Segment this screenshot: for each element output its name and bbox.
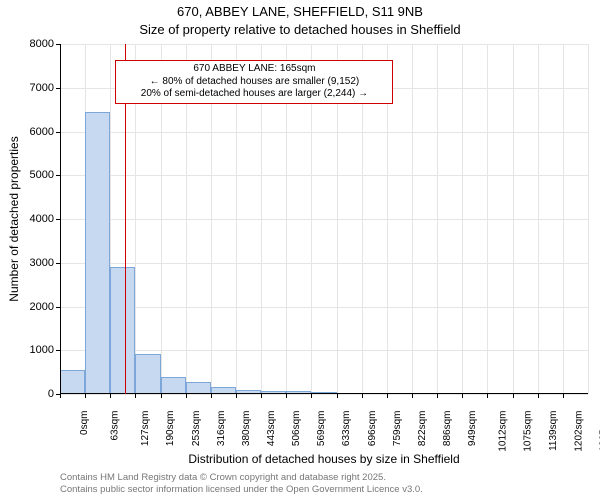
chart-plot-area: 670 ABBEY LANE: 165sqm← 80% of detached … [60,44,588,394]
x-tick-mark [161,394,162,398]
grid-line-vertical [487,44,488,394]
annotation-line-1: 670 ABBEY LANE: 165sqm [120,63,388,76]
histogram-bar [135,354,160,394]
y-axis-label: Number of detached properties [7,136,21,301]
x-tick-label: 1202sqm [573,411,584,452]
x-tick-label: 316sqm [216,411,227,447]
x-tick-mark [387,394,388,398]
grid-line-horizontal [60,44,588,45]
x-tick-mark [538,394,539,398]
chart-title-line1: 670, ABBEY LANE, SHEFFIELD, S11 9NB [0,4,600,19]
x-tick-mark [135,394,136,398]
x-tick-mark [437,394,438,398]
y-tick-label: 6000 [30,126,54,138]
x-tick-mark [60,394,61,398]
x-tick-mark [563,394,564,398]
x-tick-label: 949sqm [467,411,478,447]
x-tick-label: 696sqm [367,411,378,447]
grid-line-vertical [462,44,463,394]
x-tick-label: 443sqm [266,411,277,447]
x-tick-mark [236,394,237,398]
grid-line-horizontal [60,132,588,133]
grid-line-horizontal [60,350,588,351]
histogram-bar [161,377,186,394]
grid-line-horizontal [60,307,588,308]
footer-line-2: Contains public sector information licen… [60,484,423,495]
y-tick-label: 3000 [30,257,54,269]
grid-line-horizontal [60,394,588,395]
x-tick-label: 759sqm [392,411,403,447]
y-tick-label: 8000 [30,38,54,50]
grid-line-vertical [513,44,514,394]
x-tick-label: 1139sqm [547,411,558,451]
x-tick-label: 506sqm [291,411,302,447]
x-tick-label: 190sqm [166,411,177,447]
x-tick-label: 253sqm [191,411,202,447]
annotation-line-2: ← 80% of detached houses are smaller (9,… [120,76,388,89]
grid-line-vertical [588,44,589,394]
x-tick-mark [261,394,262,398]
grid-line-vertical [563,44,564,394]
x-tick-mark [487,394,488,398]
grid-line-vertical [538,44,539,394]
grid-line-vertical [412,44,413,394]
x-tick-label: 886sqm [442,411,453,447]
x-tick-mark [362,394,363,398]
x-tick-label: 127sqm [140,411,151,447]
x-tick-mark [337,394,338,398]
x-tick-label: 633sqm [342,411,353,447]
y-tick-label: 4000 [30,213,54,225]
x-tick-label: 63sqm [110,411,121,441]
y-tick-label: 5000 [30,169,54,181]
x-axis-label: Distribution of detached houses by size … [60,452,588,466]
grid-line-horizontal [60,175,588,176]
grid-line-vertical [437,44,438,394]
x-tick-mark [412,394,413,398]
annotation-box: 670 ABBEY LANE: 165sqm← 80% of detached … [115,60,393,104]
x-tick-mark [286,394,287,398]
x-tick-label: 822sqm [417,411,428,447]
x-tick-label: 1012sqm [498,411,509,452]
x-tick-mark [110,394,111,398]
grid-line-horizontal [60,219,588,220]
x-tick-label: 1075sqm [523,411,534,452]
grid-line-horizontal [60,263,588,264]
y-tick-label: 2000 [30,301,54,313]
x-tick-mark [462,394,463,398]
x-tick-mark [211,394,212,398]
x-axis-line [60,393,588,394]
histogram-bar [85,112,110,394]
y-axis-line [60,44,61,394]
x-tick-mark [513,394,514,398]
y-tick-label: 0 [48,388,54,400]
x-tick-mark [186,394,187,398]
x-tick-mark [85,394,86,398]
x-tick-label: 380sqm [241,411,252,447]
chart-title-line2: Size of property relative to detached ho… [0,22,600,37]
x-tick-label: 0sqm [79,411,90,435]
footer-line-1: Contains HM Land Registry data © Crown c… [60,472,386,483]
x-tick-label: 569sqm [316,411,327,447]
histogram-bar [110,267,135,394]
y-tick-label: 1000 [30,344,54,356]
x-tick-mark [311,394,312,398]
histogram-bar [60,370,85,394]
annotation-line-3: 20% of semi-detached houses are larger (… [120,88,388,101]
y-tick-label: 7000 [30,82,54,94]
